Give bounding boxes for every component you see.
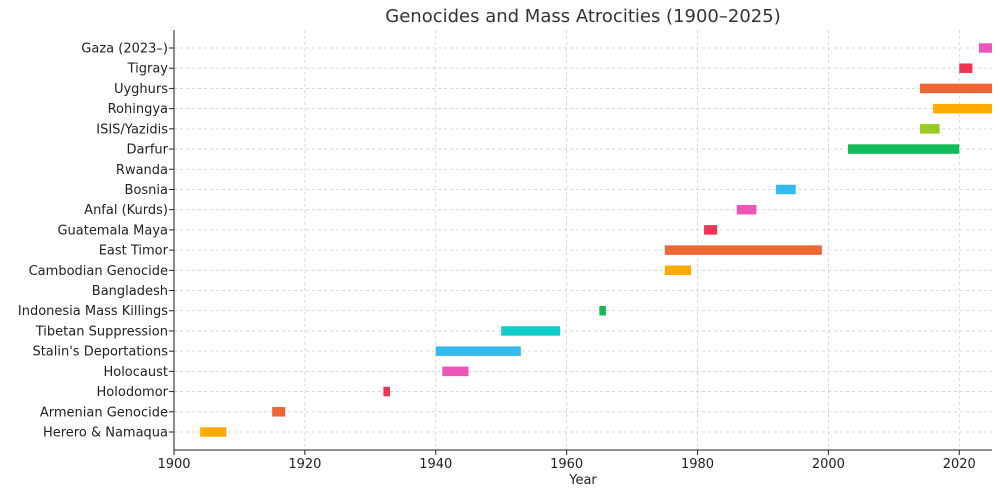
event-bar <box>776 184 796 195</box>
event-bar <box>435 346 521 356</box>
event-bar <box>920 124 940 134</box>
x-tick-label: 1980 <box>681 457 714 472</box>
y-tick-label: Stalin's Deportations <box>32 345 168 360</box>
x-tick-labels: 1900 1920 1940 1960 1980 2000 2020 <box>157 457 975 472</box>
x-tick-label: 1920 <box>288 457 321 472</box>
y-tick-label: Armenian Genocide <box>40 405 168 420</box>
y-tick-label: Guatemala Maya <box>57 223 168 238</box>
y-tick-label: Tigray <box>127 62 169 77</box>
x-tick-label: 1960 <box>550 457 583 472</box>
event-bar <box>664 245 822 255</box>
event-bar <box>383 386 390 397</box>
grid-layer <box>173 30 992 450</box>
event-bar <box>736 204 757 215</box>
event-bar <box>272 407 286 417</box>
y-tick-label: Holodomor <box>97 385 169 400</box>
event-bar <box>442 366 469 377</box>
event-bar <box>704 225 718 235</box>
event-bar <box>933 103 992 114</box>
x-tick-label: 2000 <box>812 457 845 472</box>
y-tick-label: Tibetan Suppression <box>35 324 168 339</box>
x-axis-label: Year <box>568 473 597 488</box>
y-tick-label: Rwanda <box>116 163 168 178</box>
event-bar <box>920 83 992 94</box>
y-tick-labels: Herero & Namaqua Armenian Genocide Holodom… <box>18 42 169 441</box>
event-bar <box>200 427 227 437</box>
chart-title: Genocides and Mass Atrocities (1900–2025… <box>385 6 780 27</box>
x-tick-label: 1940 <box>419 457 452 472</box>
event-bar <box>959 63 973 73</box>
y-tick-label: Indonesia Mass Killings <box>18 304 168 319</box>
x-tick-label: 2020 <box>943 457 976 472</box>
y-tick-label: Uyghurs <box>114 82 168 97</box>
y-tick-label: East Timor <box>99 244 169 259</box>
y-tick-label: Holocaust <box>103 365 168 380</box>
y-tick-label: ISIS/Yazidis <box>96 122 168 137</box>
y-tick-label: Bangladesh <box>92 284 168 299</box>
event-bar <box>978 43 992 53</box>
event-bar <box>501 326 561 336</box>
event-bar <box>848 144 960 154</box>
event-bar <box>664 265 691 276</box>
y-tick-label: Anfal (Kurds) <box>84 203 168 218</box>
y-tick-label: Herero & Namaqua <box>43 426 168 441</box>
axes-layer <box>169 30 992 455</box>
y-tick-label: Rohingya <box>108 102 168 117</box>
event-bar <box>599 305 606 316</box>
x-tick-label: 1900 <box>157 457 190 472</box>
y-tick-label: Cambodian Genocide <box>29 264 168 279</box>
y-tick-label: Darfur <box>127 143 169 158</box>
bars-layer <box>200 43 992 437</box>
y-tick-label: Gaza (2023–) <box>81 42 168 57</box>
y-tick-label: Bosnia <box>125 183 168 198</box>
